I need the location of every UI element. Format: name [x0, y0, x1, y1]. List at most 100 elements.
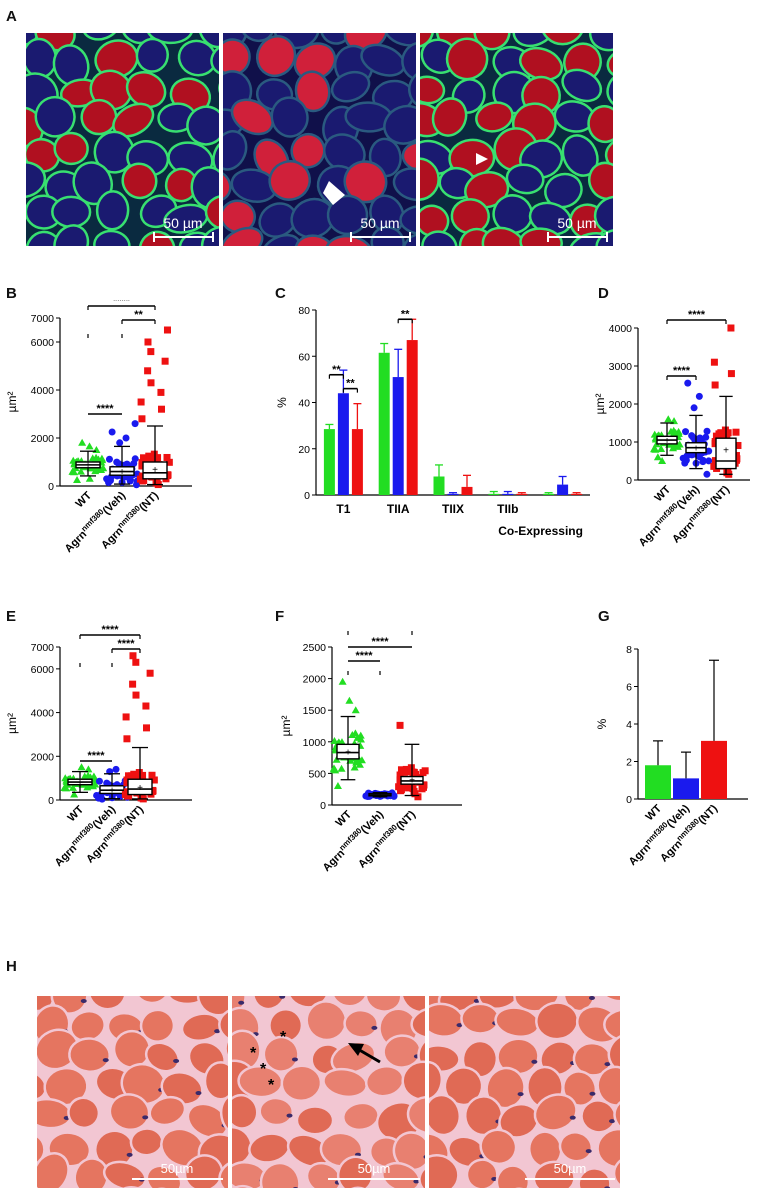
data-point: [333, 782, 342, 790]
significance-label: ****: [113, 300, 131, 307]
data-point: [724, 429, 732, 437]
data-point: [138, 415, 146, 423]
data-point: [699, 458, 707, 466]
data-point: [350, 763, 359, 771]
data-point: [724, 466, 732, 474]
bar: [701, 740, 727, 799]
bar: [571, 493, 583, 495]
data-point: [682, 428, 690, 436]
data-point: [674, 429, 683, 437]
mean-marker: +: [345, 747, 351, 758]
data-point: [703, 470, 711, 478]
muscle-fiber: [326, 194, 369, 236]
muscle-fiber: [420, 157, 440, 201]
nucleus: [238, 1000, 245, 1005]
panel-letter-e: E: [6, 608, 17, 625]
data-point: [123, 779, 131, 787]
y-tick-label: 4: [626, 719, 632, 731]
muscle-fiber: [145, 33, 194, 45]
data-point: [658, 457, 667, 464]
data-point: [121, 791, 129, 799]
panel-letter-c: C: [275, 285, 286, 302]
muscle-fiber: [465, 1158, 499, 1188]
nucleus: [102, 1058, 109, 1063]
muscle-fiber: [596, 1127, 620, 1169]
data-point: [669, 444, 678, 452]
muscle-fiber: [406, 1095, 425, 1135]
y-tick-label: 20: [298, 444, 310, 456]
nucleus: [609, 1119, 616, 1124]
data-point: [718, 433, 726, 441]
x-label-wt: WT: [644, 802, 665, 823]
muscle-fiber: [259, 1161, 301, 1188]
mean-marker: +: [377, 791, 383, 802]
nucleus: [279, 996, 286, 999]
muscle-fiber: [186, 1102, 228, 1139]
bar: [351, 429, 363, 495]
data-point: [97, 466, 106, 474]
panel-letter-d: D: [598, 285, 609, 302]
data-point: [84, 765, 93, 773]
data-point: [653, 453, 662, 461]
x-label-wt: WT: [334, 808, 355, 829]
data-point: [405, 784, 413, 792]
muscle-fiber: [505, 163, 545, 195]
muscle-fiber: [80, 98, 118, 136]
significance-label: ****: [673, 365, 691, 377]
data-point: [78, 438, 87, 446]
nucleus: [126, 1152, 133, 1157]
nucleus: [423, 1155, 425, 1159]
muscle-fiber: [230, 98, 274, 136]
he-micrograph-wt: 50µm: [37, 996, 228, 1188]
data-point: [157, 388, 165, 396]
data-point: [334, 738, 343, 746]
bar: [378, 352, 390, 495]
data-point: [164, 471, 172, 479]
data-point: [138, 794, 146, 802]
muscle-fiber: [43, 1066, 89, 1107]
nucleus: [195, 1091, 202, 1096]
nucleus: [531, 1059, 538, 1064]
muscle-fiber: [133, 996, 171, 1005]
muscle-fiber: [223, 226, 264, 246]
data-point: [149, 787, 157, 795]
muscle-fiber: [596, 996, 620, 1003]
data-point: [711, 440, 719, 448]
muscle-fiber: [67, 1096, 101, 1130]
nucleus: [286, 1113, 293, 1118]
muscle-fiber: [148, 1095, 187, 1127]
muscle-fiber: [587, 105, 613, 144]
data-point: [153, 479, 161, 487]
significance-label: ****: [355, 650, 373, 662]
mean-marker: +: [723, 446, 729, 457]
data-point: [144, 338, 152, 346]
y-tick-label: 6000: [31, 337, 55, 349]
y-tick-label: 0: [320, 800, 326, 812]
muscle-fiber: [223, 168, 232, 203]
muscle-fiber: [319, 33, 353, 45]
x-tick-label: TIIX: [442, 502, 464, 516]
y-tick-label: 2000: [303, 674, 327, 686]
arrowhead-icon: [476, 153, 488, 165]
significance-label: ****: [688, 309, 706, 321]
data-point: [396, 721, 404, 729]
nucleus: [517, 1092, 524, 1097]
bar: [392, 377, 404, 495]
data-point: [695, 392, 703, 400]
mean-marker: +: [85, 461, 91, 472]
muscle-fiber: [280, 1064, 323, 1103]
scale-bar-label: 50µm: [554, 1161, 587, 1176]
x-label-wt: WT: [74, 489, 95, 510]
scale-bar-label: 50 µm: [163, 215, 202, 231]
muscle-fiber: [593, 195, 613, 236]
bar: [516, 493, 528, 495]
muscle-fiber: [392, 167, 416, 202]
data-point: [732, 428, 740, 436]
y-tick-label: 0: [48, 795, 54, 807]
muscle-fiber: [330, 70, 371, 103]
muscle-fiber: [464, 171, 510, 209]
muscle-fiber: [239, 33, 275, 43]
muscle-fiber: [596, 1065, 620, 1107]
mean-marker: +: [409, 776, 415, 787]
muscle-fiber: [138, 230, 176, 246]
